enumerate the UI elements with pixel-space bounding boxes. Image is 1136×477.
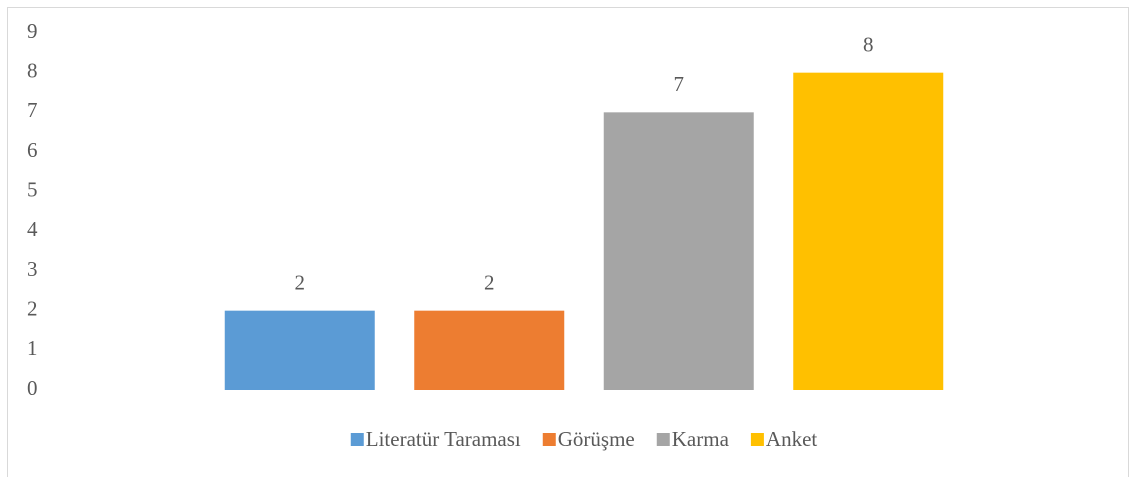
data-label: 2 — [484, 270, 495, 294]
bar — [603, 112, 754, 390]
y-tick-label: 6 — [27, 138, 38, 162]
legend-swatch — [542, 433, 556, 446]
legend-swatch — [750, 433, 764, 446]
y-tick-label: 9 — [27, 19, 38, 43]
legend-label: Literatür Taraması — [366, 427, 521, 451]
data-label: 8 — [863, 32, 874, 56]
y-tick-label: 5 — [27, 177, 38, 201]
data-label: 2 — [295, 270, 306, 294]
y-tick-label: 4 — [27, 217, 38, 241]
legend-label: Görüşme — [558, 427, 635, 451]
bar — [414, 310, 565, 390]
legend: Literatür Taraması Görüşme Karma Anket — [350, 427, 817, 451]
y-tick-label: 0 — [27, 376, 38, 400]
y-tick-label: 3 — [27, 257, 38, 281]
y-tick-label: 7 — [27, 98, 38, 122]
bar — [793, 72, 944, 391]
y-tick-label: 8 — [27, 58, 38, 82]
bar — [224, 310, 375, 390]
y-tick-label: 1 — [27, 336, 38, 360]
legend-label: Anket — [766, 427, 817, 451]
legend-swatch — [656, 433, 670, 446]
y-tick-label: 2 — [27, 296, 38, 320]
data-label: 7 — [674, 72, 685, 96]
legend-swatch — [350, 433, 364, 446]
chart-frame — [7, 7, 1129, 477]
legend-label: Karma — [672, 427, 730, 451]
